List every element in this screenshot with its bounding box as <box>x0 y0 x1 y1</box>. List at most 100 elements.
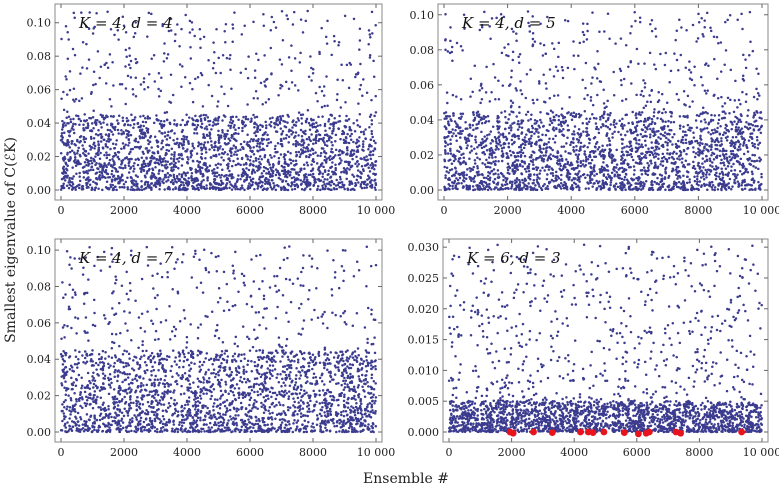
data-point <box>754 119 758 123</box>
data-point <box>184 13 187 17</box>
data-point <box>228 159 232 162</box>
data-point <box>259 141 262 144</box>
data-point <box>223 134 226 138</box>
data-point <box>180 27 183 31</box>
data-point <box>100 126 103 129</box>
data-point <box>176 157 179 161</box>
data-point <box>707 64 710 68</box>
data-point <box>300 151 304 154</box>
data-point <box>120 82 124 86</box>
data-point <box>466 144 469 147</box>
data-point <box>175 123 179 126</box>
data-point <box>345 141 348 144</box>
data-point <box>172 168 175 171</box>
data-point <box>195 132 199 135</box>
data-point <box>220 156 223 159</box>
data-point <box>325 144 329 148</box>
data-point <box>373 167 376 171</box>
data-point <box>684 138 688 141</box>
data-point <box>269 46 273 50</box>
data-point <box>551 172 554 175</box>
data-point <box>324 129 327 133</box>
data-point <box>502 178 505 182</box>
data-point <box>709 170 712 173</box>
data-point <box>688 178 691 181</box>
data-point <box>235 153 239 157</box>
data-point <box>692 150 695 154</box>
data-point <box>733 99 737 102</box>
data-point <box>554 134 557 138</box>
data-point <box>615 148 618 152</box>
data-point <box>720 143 724 146</box>
data-point <box>312 184 315 187</box>
data-point <box>61 157 65 161</box>
data-point <box>265 138 269 142</box>
data-point <box>199 169 202 173</box>
data-point <box>720 167 723 171</box>
data-point <box>582 159 585 162</box>
data-point <box>751 123 755 127</box>
data-point <box>182 140 186 144</box>
data-point <box>506 168 510 172</box>
data-point <box>635 93 638 97</box>
data-point <box>121 116 125 120</box>
data-point <box>694 119 698 122</box>
data-point <box>97 187 100 191</box>
data-point <box>208 134 211 138</box>
data-point <box>156 140 160 144</box>
data-point <box>140 156 144 159</box>
data-point <box>203 127 207 130</box>
data-point <box>304 129 307 133</box>
data-point <box>449 39 452 43</box>
data-point <box>577 153 581 156</box>
data-point <box>451 128 454 131</box>
data-point <box>337 120 340 123</box>
data-point <box>343 14 347 18</box>
data-point <box>165 180 168 183</box>
data-point <box>136 175 139 179</box>
data-point <box>655 139 658 142</box>
data-point <box>532 163 535 166</box>
data-point <box>331 144 334 147</box>
data-point <box>563 19 567 22</box>
data-point <box>628 188 631 191</box>
data-point <box>287 183 290 187</box>
data-point <box>690 78 694 82</box>
data-point <box>191 142 194 145</box>
data-point <box>76 138 79 142</box>
data-point <box>302 141 306 145</box>
data-point <box>73 155 77 159</box>
data-point <box>524 113 528 116</box>
data-point <box>707 150 710 153</box>
data-point <box>239 177 242 181</box>
data-point <box>603 106 607 110</box>
data-point <box>510 110 513 113</box>
data-point <box>318 85 321 89</box>
data-point <box>221 119 224 122</box>
data-point <box>279 117 283 120</box>
data-point <box>124 129 128 132</box>
data-point <box>501 187 505 191</box>
data-point <box>117 132 120 135</box>
data-point <box>168 186 171 189</box>
data-point <box>608 188 611 192</box>
data-point <box>612 123 616 127</box>
data-point <box>142 169 146 173</box>
data-point <box>646 173 650 177</box>
data-point <box>717 113 721 117</box>
data-point <box>234 184 237 188</box>
data-point <box>200 122 204 126</box>
data-point <box>750 170 754 173</box>
data-point <box>730 127 733 131</box>
data-point <box>576 157 580 161</box>
data-point <box>241 126 244 130</box>
data-point <box>246 133 249 136</box>
data-point <box>644 144 647 147</box>
data-point <box>504 187 507 190</box>
data-point <box>73 142 76 146</box>
data-point <box>111 165 114 169</box>
data-point <box>172 139 175 142</box>
data-point <box>562 121 565 124</box>
data-point <box>520 126 524 130</box>
data-point <box>692 146 695 149</box>
